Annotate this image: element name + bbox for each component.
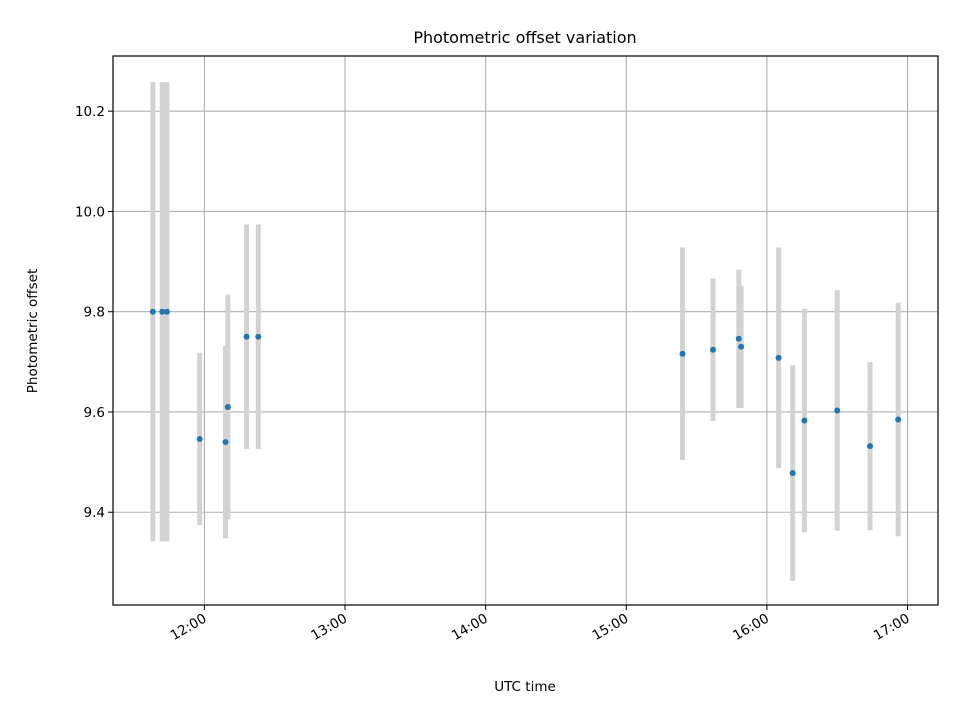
data-point bbox=[834, 407, 841, 414]
data-point bbox=[222, 439, 229, 446]
data-point bbox=[789, 470, 796, 477]
data-point bbox=[710, 346, 716, 353]
data-point bbox=[775, 354, 782, 361]
grid bbox=[113, 56, 938, 605]
data-point bbox=[255, 333, 262, 340]
y-tick-label: 10.2 bbox=[75, 104, 105, 120]
data-point bbox=[224, 403, 231, 410]
y-axis-label: Photometric offset bbox=[25, 269, 41, 393]
data-point bbox=[196, 436, 203, 443]
x-axis-label: UTC time bbox=[494, 679, 556, 695]
data-point bbox=[679, 350, 686, 357]
y-tick-label: 10.0 bbox=[75, 204, 105, 220]
data-point bbox=[163, 308, 170, 315]
data-point bbox=[738, 343, 745, 350]
y-tick-label: 9.4 bbox=[84, 505, 105, 521]
y-tick-label: 9.6 bbox=[84, 405, 105, 421]
data-point bbox=[149, 308, 156, 315]
plot-frame bbox=[112, 55, 939, 606]
data-point bbox=[895, 416, 902, 423]
data-point bbox=[735, 335, 742, 342]
data-point bbox=[243, 333, 250, 340]
data-points bbox=[149, 308, 902, 477]
data-point bbox=[801, 417, 808, 424]
y-tick-label: 9.8 bbox=[84, 305, 105, 321]
chart-title: Photometric offset variation bbox=[413, 28, 636, 47]
data-point bbox=[159, 308, 166, 315]
data-point bbox=[867, 443, 874, 450]
